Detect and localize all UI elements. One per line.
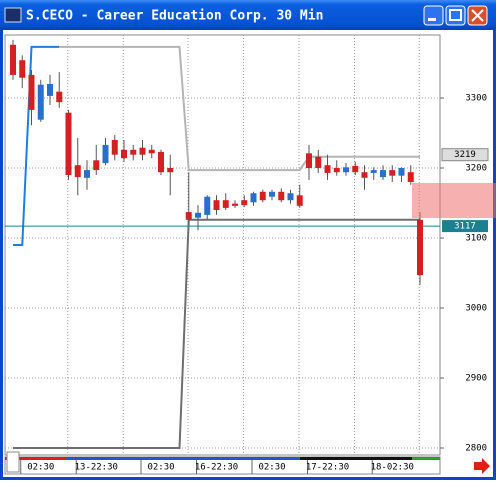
candle-body [28,74,35,110]
indicator-line [13,45,60,246]
plot: 2800 2900 3000 3100 3200 3300 02:30 13-22:30 02:… [5,35,489,474]
window-title: S.CECO - Career Education Corp. 30 Min [26,9,323,24]
candle-body [232,203,238,206]
candle-body [324,165,331,173]
scroll-arrow[interactable] [474,458,490,474]
title-bar [0,0,496,30]
candle-body [296,195,303,206]
x-tick-label: 02:30 [258,463,285,473]
candle-body [102,144,109,164]
band-price-box [441,148,489,162]
y-tick-label: 3200 [465,164,487,174]
candle-body [111,140,118,155]
indicator-line [13,218,420,449]
candle-body [121,149,127,159]
x-tick-label: 17-22:30 [306,463,349,473]
candle-body [250,193,257,203]
axis-strip [5,457,65,460]
close-button[interactable] [467,5,488,26]
candle-body [37,84,44,120]
candle-body [389,170,396,176]
candle-body [74,165,81,178]
candle-body [306,153,312,168]
candle-body [259,191,266,201]
candle-body [139,147,146,155]
indicator-line [59,45,420,172]
candle-body [361,172,368,178]
candle-body [213,200,220,210]
candle-body [287,193,294,201]
x-tick-label: 13-22:30 [75,463,118,473]
candle-body [158,151,164,173]
candle-body [84,170,90,178]
y-tick-label: 3000 [465,304,487,314]
band-price-label: 3219 [454,150,476,160]
highlight [412,183,496,218]
axis-strip [300,457,412,460]
y-tick-label: 2900 [465,374,487,384]
candle-body [333,168,340,173]
plot-area [4,34,441,456]
candle-body [269,191,275,197]
x-tick-label: 16-22:30 [195,463,238,473]
y-tick-label: 3300 [465,94,487,104]
candle-body [398,168,405,176]
candle-body [352,165,359,173]
x-tick-label: 18-02:30 [371,463,414,473]
candle-body [222,200,229,208]
candle-body [195,212,201,218]
app-icon [4,7,22,23]
candle-body [19,60,26,78]
candle-body [343,167,349,173]
candle-body [65,112,72,175]
last-price-box [442,220,488,233]
candle-body [185,212,192,220]
x-tick-label: 02:30 [147,463,174,473]
candle-body [241,200,248,206]
last-price-label: 3117 [454,222,476,232]
candle-body [93,160,100,171]
candle-body [130,149,137,155]
axis-strip [412,457,440,460]
candle-body [167,168,174,173]
candle-body [380,170,386,178]
y-tick-label: 3100 [465,234,487,244]
candle-body [10,44,16,75]
candle-body [407,172,414,182]
candle-body [315,156,322,168]
maximize-button[interactable] [445,5,466,26]
minimize-button[interactable] [423,5,444,26]
candle-body [56,91,63,103]
candle-body [417,219,423,276]
y-tick-label: 2800 [465,444,487,454]
candle-body [204,196,211,215]
candle-body [370,170,377,173]
axis-strip [65,457,300,460]
scroll-handle[interactable] [6,451,20,473]
candle-body [148,149,155,154]
x-tick-label: 02:30 [27,463,54,473]
candle-body [278,191,285,201]
candle-body [47,84,53,96]
